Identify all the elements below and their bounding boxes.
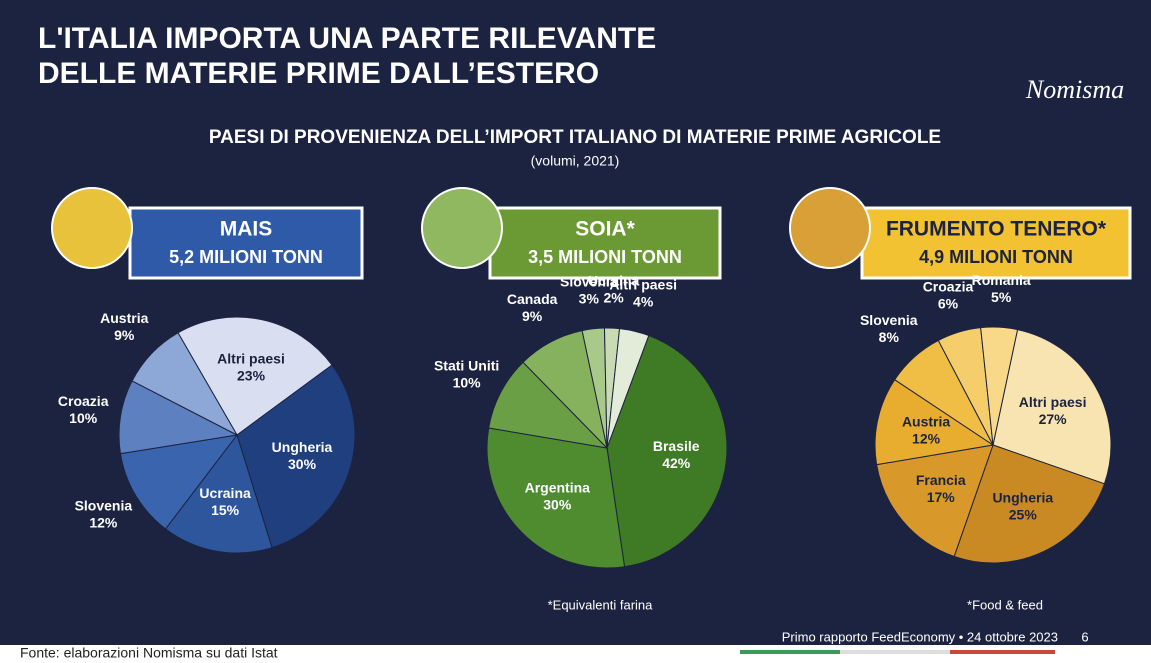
- page-number: 6: [1081, 629, 1088, 644]
- title-box: [128, 206, 364, 280]
- slice-label: Ucraina: [588, 272, 640, 288]
- slice-value: 9%: [522, 308, 543, 324]
- pie-slice: [606, 334, 728, 568]
- chart-title: SOIA*: [575, 218, 635, 241]
- note: *Equivalenti farina: [548, 597, 654, 612]
- slice-label: Slovenia: [860, 312, 918, 328]
- slice-label: Austria: [100, 310, 148, 326]
- chart-title: MAIS: [220, 218, 273, 241]
- logo: Nomisma: [1025, 75, 1124, 104]
- slice-value: 9%: [114, 327, 135, 343]
- pie-slice: [118, 380, 239, 455]
- slice-value: 15%: [211, 502, 240, 518]
- slice-label: Slovenia: [75, 498, 133, 514]
- slice-label: Ucraina: [199, 485, 251, 501]
- slice-label: Argentina: [525, 479, 591, 495]
- subtitle-note: (volumi, 2021): [531, 153, 620, 169]
- slice-value: 10%: [453, 374, 482, 390]
- note: *Food & feed: [967, 597, 1043, 612]
- pie-slice: [953, 444, 1106, 564]
- flag-stripe: [950, 650, 1055, 654]
- pie-slice: [980, 326, 1019, 446]
- icon: [421, 187, 503, 269]
- pie-slice: [164, 433, 273, 554]
- slice-label: Austria: [902, 413, 950, 429]
- title-box: [860, 206, 1132, 280]
- slice-value: 4%: [633, 293, 654, 309]
- slice-value: 12%: [912, 430, 941, 446]
- chart-subtitle: 5,2 MILIONI TONN: [169, 247, 323, 267]
- slice-value: 30%: [288, 456, 317, 472]
- slice-label: Croazia: [923, 279, 974, 295]
- slice-value: 2%: [604, 289, 625, 305]
- flag-stripe: [740, 650, 840, 654]
- pie-slice: [522, 330, 608, 450]
- slice-label: Croazia: [58, 393, 109, 409]
- slice-value: 42%: [662, 455, 691, 471]
- pie-slice: [876, 444, 994, 558]
- pie-slice: [119, 434, 239, 530]
- slice-value: 23%: [237, 368, 266, 384]
- slice-value: 10%: [69, 410, 98, 426]
- title: DELLE MATERIE PRIME DALL’ESTERO: [38, 57, 599, 90]
- slice-label: Ungheria: [992, 489, 1053, 505]
- footer-band: [0, 645, 1151, 663]
- pie-slice: [874, 379, 995, 466]
- slice-label: Francia: [916, 472, 966, 488]
- slice-label: Canada: [507, 291, 558, 307]
- source: Fonte: elaborazioni Nomisma su dati Ista…: [20, 645, 278, 661]
- subtitle: PAESI DI PROVENIENZA DELL’IMPORT ITALIAN…: [209, 127, 941, 148]
- slice-label: Stati Uniti: [434, 357, 499, 373]
- slice-label: Romania: [972, 272, 1031, 288]
- pie-slice: [177, 316, 333, 436]
- slice-value: 3%: [579, 290, 600, 306]
- slice-label: Altri paesi: [1019, 394, 1087, 410]
- title: L'ITALIA IMPORTA UNA PARTE RILEVANTE: [38, 22, 656, 55]
- pie-slice: [992, 328, 1112, 485]
- slice-value: 25%: [1009, 506, 1038, 522]
- slice-label: Slovenia: [560, 273, 618, 289]
- pie-slice: [488, 361, 609, 449]
- pie-slice: [236, 364, 356, 549]
- report: Primo rapporto FeedEconomy • 24 ottobre …: [782, 629, 1058, 644]
- slice-label: Altri paesi: [217, 351, 285, 367]
- slice-value: 17%: [927, 489, 956, 505]
- icon: [51, 187, 133, 269]
- pie-slice: [131, 332, 239, 437]
- flag-stripe: [840, 650, 950, 654]
- icon: [789, 187, 871, 269]
- slice-value: 27%: [1039, 411, 1068, 427]
- slice-label: Brasile: [653, 438, 700, 454]
- slice-value: 30%: [543, 496, 572, 512]
- title-box: [488, 206, 722, 280]
- slice-value: 8%: [879, 329, 900, 345]
- pie-slice: [486, 427, 626, 569]
- slice-value: 6%: [938, 296, 959, 312]
- slice-label: Ungheria: [272, 439, 333, 455]
- slice-label: Altri paesi: [609, 276, 677, 292]
- chart-subtitle: 4,9 MILIONI TONN: [919, 247, 1073, 267]
- chart-title: FRUMENTO TENERO*: [886, 218, 1107, 241]
- slice-value: 12%: [89, 515, 118, 531]
- chart-subtitle: 3,5 MILIONI TONN: [528, 247, 682, 267]
- slice-value: 5%: [991, 289, 1012, 305]
